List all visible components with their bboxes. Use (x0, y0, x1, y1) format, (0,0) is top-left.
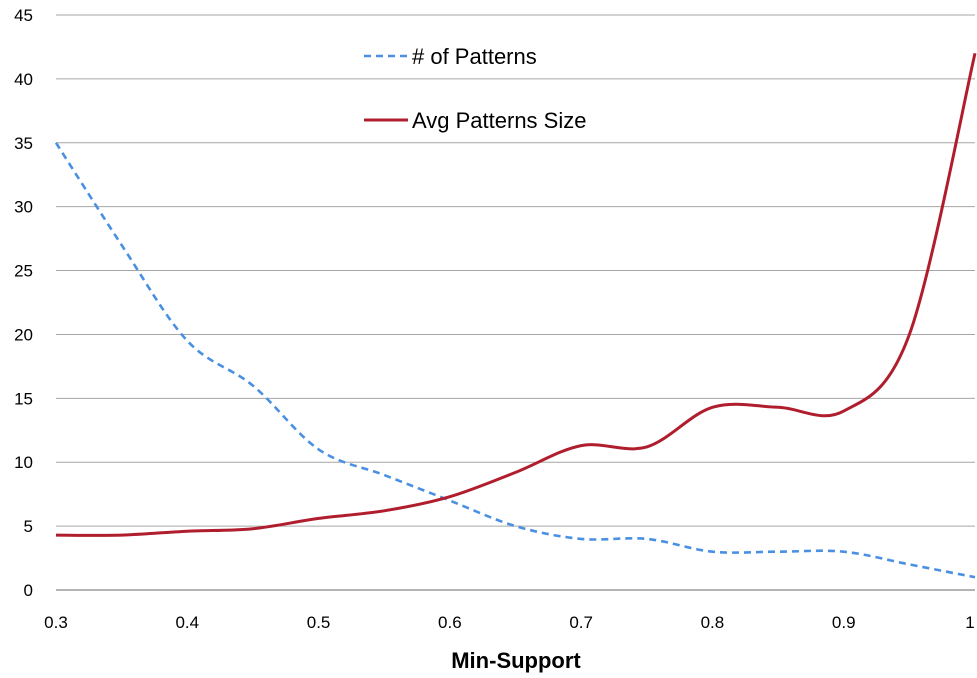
y-tick-label: 35 (14, 134, 33, 153)
x-tick-label: 0.3 (44, 613, 68, 632)
x-tick-label: 0.5 (307, 613, 331, 632)
y-tick-label: 15 (14, 389, 33, 408)
legend-label: Avg Patterns Size (412, 108, 586, 133)
y-axis-ticks: 0 5 10 15 20 25 30 35 40 45 (14, 6, 33, 600)
x-tick-label: 0.6 (438, 613, 462, 632)
y-tick-label: 10 (14, 453, 33, 472)
y-tick-label: 30 (14, 198, 33, 217)
y-tick-label: 40 (14, 70, 33, 89)
x-axis-label: Min-Support (451, 648, 581, 673)
x-tick-label: 0.4 (175, 613, 199, 632)
y-tick-label: 20 (14, 325, 33, 344)
x-axis-ticks: 0.3 0.4 0.5 0.6 0.7 0.8 0.9 1 (44, 613, 975, 632)
series-line-avg-patterns-size (55, 52, 977, 537)
x-tick-label: 0.7 (569, 613, 593, 632)
series-lines (54, 52, 977, 579)
legend-label: # of Patterns (412, 44, 537, 69)
y-tick-label: 5 (24, 517, 33, 536)
legend: # of Patterns Avg Patterns Size (364, 44, 586, 133)
x-tick-label: 0.9 (832, 613, 856, 632)
x-tick-label: 1 (965, 613, 974, 632)
gridlines (56, 14, 975, 591)
y-tick-label: 45 (14, 6, 33, 25)
x-tick-label: 0.8 (701, 613, 725, 632)
series-line-num-patterns (54, 142, 976, 579)
y-tick-label: 25 (14, 262, 33, 281)
y-tick-label: 0 (24, 581, 33, 600)
